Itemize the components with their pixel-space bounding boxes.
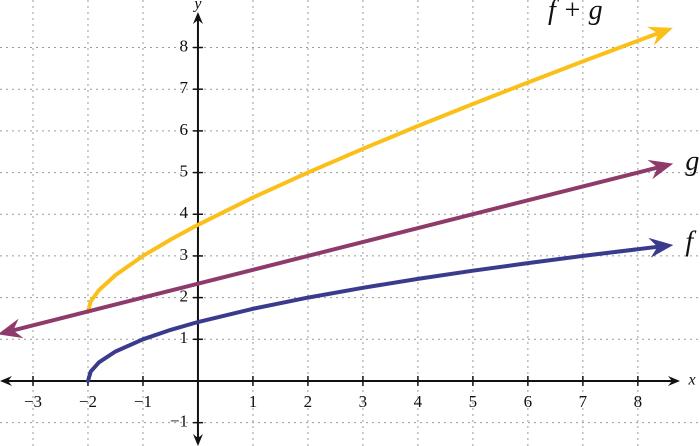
x-tick-label: 3 — [359, 392, 368, 411]
x-axis-label: x — [687, 372, 695, 389]
y-tick-label: −1 — [170, 412, 188, 431]
y-tick-label: 6 — [179, 120, 188, 139]
curve-label: g — [685, 146, 699, 177]
x-tick-label: 6 — [524, 392, 533, 411]
y-tick-label: 8 — [179, 36, 188, 55]
curve-label: f — [685, 226, 696, 257]
x-tick-label: −3 — [24, 392, 42, 411]
y-tick-label: 7 — [179, 78, 188, 97]
x-tick-label: 8 — [634, 392, 643, 411]
x-tick-label: −2 — [79, 392, 97, 411]
y-tick-label: 1 — [179, 328, 188, 347]
y-tick-label: 2 — [179, 287, 188, 306]
y-tick-label: 3 — [179, 245, 188, 264]
curve — [0, 159, 674, 339]
curve — [86, 237, 674, 383]
y-tick-label: 5 — [179, 161, 188, 180]
y-axis-label: y — [192, 0, 202, 13]
curve — [86, 26, 673, 314]
x-tick-label: 7 — [579, 392, 588, 411]
x-tick-label: 5 — [469, 392, 478, 411]
x-tick-label: −1 — [134, 392, 152, 411]
x-tick-label: 2 — [304, 392, 313, 411]
curve-label: f + g — [548, 0, 603, 26]
x-tick-label: 1 — [249, 392, 258, 411]
y-tick-label: 4 — [179, 203, 188, 222]
x-tick-label: 4 — [414, 392, 423, 411]
